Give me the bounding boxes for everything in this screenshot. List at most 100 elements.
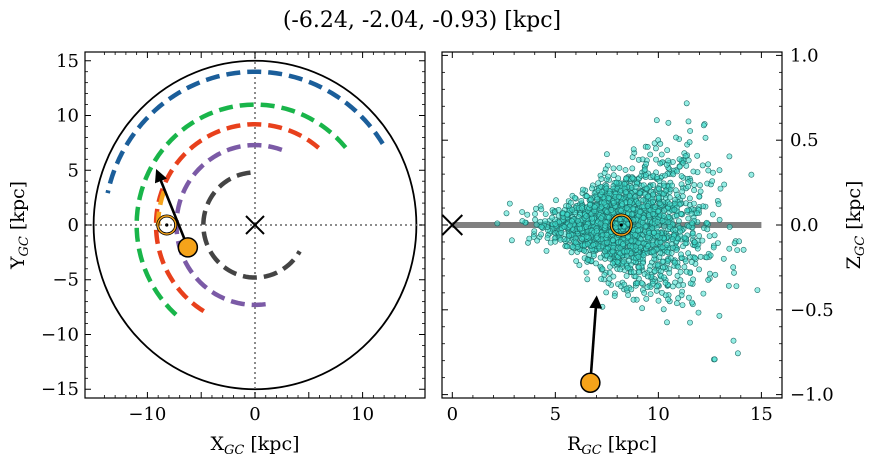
spiral-arm-4	[134, 102, 348, 319]
star-point	[593, 260, 599, 267]
star-point	[716, 167, 723, 174]
figure-title: (-6.24, -2.04, -0.93) [kpc]	[283, 8, 561, 33]
star-point	[595, 180, 601, 186]
star-point	[716, 312, 723, 319]
star-point	[558, 229, 564, 236]
star-point	[649, 280, 656, 287]
star-point	[675, 295, 682, 302]
star-point	[534, 237, 541, 244]
star-point	[643, 185, 650, 192]
star-point	[711, 356, 718, 363]
star-point	[664, 258, 671, 264]
star-point	[664, 147, 671, 154]
star-point	[735, 350, 741, 357]
sun-dot	[165, 223, 169, 227]
star-point	[605, 195, 612, 201]
star-point	[653, 156, 659, 163]
star-point	[610, 237, 616, 243]
star-point	[583, 233, 590, 240]
star-point	[606, 214, 612, 221]
star-point	[630, 269, 637, 276]
star-point	[573, 258, 580, 264]
star-point	[657, 249, 664, 256]
star-point	[564, 243, 571, 250]
star-point	[689, 220, 695, 226]
star-point	[669, 182, 675, 189]
star-point	[669, 236, 676, 243]
velocity-arrow	[154, 168, 190, 248]
star-point	[654, 174, 660, 181]
star-point	[585, 257, 591, 263]
star-point	[675, 282, 682, 289]
star-point	[572, 194, 578, 201]
star-point	[601, 169, 608, 176]
star-point	[638, 280, 645, 287]
star-point	[647, 291, 654, 297]
star-point	[610, 172, 617, 179]
star-point	[691, 187, 697, 194]
spiral-arm-1	[201, 170, 302, 280]
star-point	[733, 283, 740, 289]
star-point	[651, 229, 657, 236]
star-point	[636, 190, 643, 196]
star-point	[677, 268, 684, 275]
star-point	[642, 223, 649, 230]
star-point	[711, 232, 718, 239]
star-point	[666, 201, 673, 208]
star-point	[645, 243, 651, 249]
star-point	[590, 242, 597, 248]
star-point	[694, 152, 701, 159]
star-point	[538, 206, 545, 213]
star-point	[610, 199, 617, 206]
star-point	[660, 264, 667, 271]
star-point	[542, 211, 549, 217]
star-point	[736, 238, 742, 245]
star-point	[630, 296, 637, 303]
star-point	[639, 305, 645, 312]
star-point	[576, 262, 583, 269]
star-point	[552, 238, 558, 245]
star-point	[624, 265, 631, 271]
star-point	[704, 226, 711, 233]
star-point	[601, 199, 608, 206]
star-point	[676, 156, 683, 163]
star-point	[649, 198, 656, 205]
star-point	[694, 210, 700, 216]
star-point	[682, 153, 689, 159]
star-point	[599, 266, 606, 272]
star-point	[624, 248, 630, 255]
star-point	[635, 227, 642, 234]
star-point	[568, 199, 574, 206]
star-point	[655, 297, 662, 304]
star-point	[564, 211, 571, 218]
star-point	[678, 210, 684, 217]
star-point	[669, 244, 676, 251]
star-point	[665, 119, 672, 126]
spiral-arm-3	[153, 122, 321, 315]
star-point	[659, 244, 666, 251]
star-point	[679, 188, 686, 195]
star-point	[639, 156, 646, 163]
star-point	[532, 216, 538, 223]
star-point	[604, 239, 610, 246]
star-point	[644, 143, 651, 150]
star-point	[670, 171, 677, 178]
star-point	[681, 234, 688, 241]
star-point	[651, 268, 658, 274]
star-point	[674, 168, 680, 175]
star-point	[650, 191, 657, 198]
star-point	[532, 211, 538, 217]
star-point	[580, 186, 586, 193]
star-point	[659, 258, 666, 265]
star-point	[731, 269, 737, 276]
star-point	[629, 165, 636, 172]
star-point	[703, 254, 710, 261]
star-point	[665, 296, 671, 303]
star-point	[602, 248, 608, 255]
star-point	[696, 266, 702, 273]
star-point	[726, 245, 733, 252]
star-point	[589, 215, 595, 222]
star-point	[717, 185, 724, 192]
star-point	[583, 213, 590, 220]
star-point	[689, 299, 695, 306]
